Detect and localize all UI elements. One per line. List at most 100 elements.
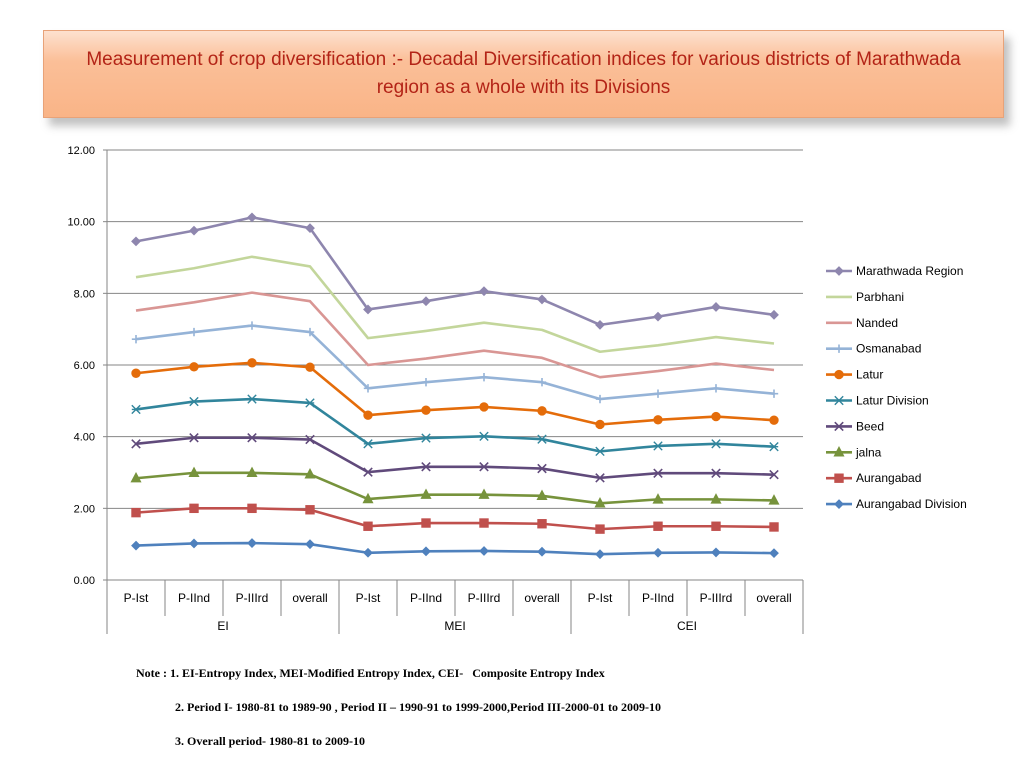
data-point	[769, 469, 779, 480]
data-point	[189, 225, 199, 236]
series-line	[135, 324, 775, 401]
data-point	[305, 398, 315, 408]
data-point	[479, 546, 489, 556]
data-point	[595, 319, 605, 330]
data-point	[305, 223, 315, 234]
data-point	[710, 493, 722, 504]
legend-item: Aurangabad Division	[826, 497, 967, 511]
data-point	[769, 309, 779, 320]
data-point	[479, 518, 489, 528]
legend-item: Nanded	[826, 316, 898, 330]
legend-marker	[834, 395, 844, 406]
note-line-1: Note : 1. EI-Entropy Index, MEI-Modified…	[136, 666, 605, 680]
legend-label: Osmanabad	[856, 342, 921, 356]
data-point	[130, 471, 142, 483]
series-nanded	[135, 291, 775, 379]
legend-item: Beed	[826, 419, 884, 433]
legend-label: Beed	[856, 419, 884, 433]
x-tick-label: P-Ist	[124, 591, 149, 605]
series-line	[135, 291, 775, 379]
data-point	[247, 321, 257, 330]
data-point	[305, 362, 315, 372]
data-point	[305, 327, 315, 337]
data-point	[711, 411, 721, 422]
data-point	[189, 396, 199, 407]
data-point	[653, 521, 663, 531]
data-point	[421, 518, 431, 528]
data-point	[363, 304, 373, 315]
data-point	[653, 389, 663, 398]
y-tick-label: 6.00	[74, 360, 95, 372]
data-point	[131, 540, 141, 551]
series-latur-division	[131, 394, 779, 457]
legend-marker	[834, 369, 844, 380]
data-point	[653, 468, 663, 478]
data-point	[711, 521, 721, 531]
data-point	[421, 296, 431, 307]
legend-marker	[834, 266, 844, 276]
series-jalna	[130, 466, 780, 508]
data-point	[247, 212, 257, 223]
x-tick-label: P-IInd	[642, 591, 674, 605]
data-point	[421, 433, 431, 443]
data-point	[711, 439, 721, 449]
legend-item: Parbhani	[826, 290, 904, 304]
legend-marker	[834, 499, 844, 510]
data-point	[189, 432, 199, 443]
data-point	[363, 410, 373, 420]
x-tick-label: P-Ist	[356, 591, 381, 605]
x-tick-label: P-IIIrd	[468, 591, 501, 605]
data-point	[479, 402, 489, 412]
data-point	[769, 522, 779, 532]
data-point	[537, 434, 547, 444]
data-point	[653, 311, 663, 322]
data-point	[189, 503, 199, 514]
data-point	[653, 547, 663, 558]
note-line-3: 3. Overall period- 1980-81 to 2009-10	[175, 734, 365, 748]
data-point	[711, 384, 721, 393]
data-point	[595, 549, 605, 560]
data-point	[652, 493, 664, 504]
data-point	[536, 489, 548, 500]
legend-item: jalna	[826, 445, 882, 459]
data-point	[595, 419, 605, 430]
data-point	[479, 431, 489, 442]
data-point	[246, 466, 258, 478]
data-point	[421, 462, 431, 472]
data-point	[363, 384, 373, 393]
series-beed	[131, 432, 779, 483]
data-point	[362, 492, 374, 504]
legend-label: Latur	[856, 368, 883, 382]
data-point	[594, 497, 606, 508]
data-point	[131, 507, 141, 518]
data-point	[653, 441, 663, 451]
line-chart: 0.00 2.00 4.00 6.00 8.00 10.00 12.00 P-Ist P-IIn…	[67, 145, 967, 634]
legend-label: Aurangabad	[856, 471, 921, 485]
data-point	[711, 468, 721, 478]
y-tick-label: 12.00	[67, 145, 95, 157]
note-line-2: 2. Period I- 1980-81 to 1989-90 , Period…	[175, 700, 661, 714]
y-tick-label: 4.00	[74, 432, 95, 444]
x-tick-label: P-IInd	[178, 591, 210, 605]
y-tick-label: 0.00	[74, 575, 95, 587]
data-point	[595, 446, 605, 457]
data-point	[769, 415, 779, 425]
y-tick-label: 8.00	[74, 288, 95, 300]
data-point	[711, 302, 721, 312]
data-point	[478, 488, 490, 499]
legend-item: Osmanabad	[826, 342, 921, 356]
legend-item: Latur	[826, 368, 883, 382]
series-osmanabad	[131, 321, 779, 404]
legend-label: Nanded	[856, 316, 898, 330]
data-point	[653, 415, 663, 425]
data-point	[595, 394, 605, 404]
data-point	[305, 505, 315, 515]
legend-item: Marathwada Region	[826, 264, 963, 278]
data-point	[537, 406, 547, 416]
legend-label: Aurangabad Division	[856, 497, 967, 511]
data-point	[769, 389, 779, 398]
x-group-label: MEI	[444, 619, 465, 633]
data-point	[363, 547, 373, 558]
x-tick-label: P-Ist	[588, 591, 613, 605]
y-tick-label: 2.00	[74, 503, 95, 515]
